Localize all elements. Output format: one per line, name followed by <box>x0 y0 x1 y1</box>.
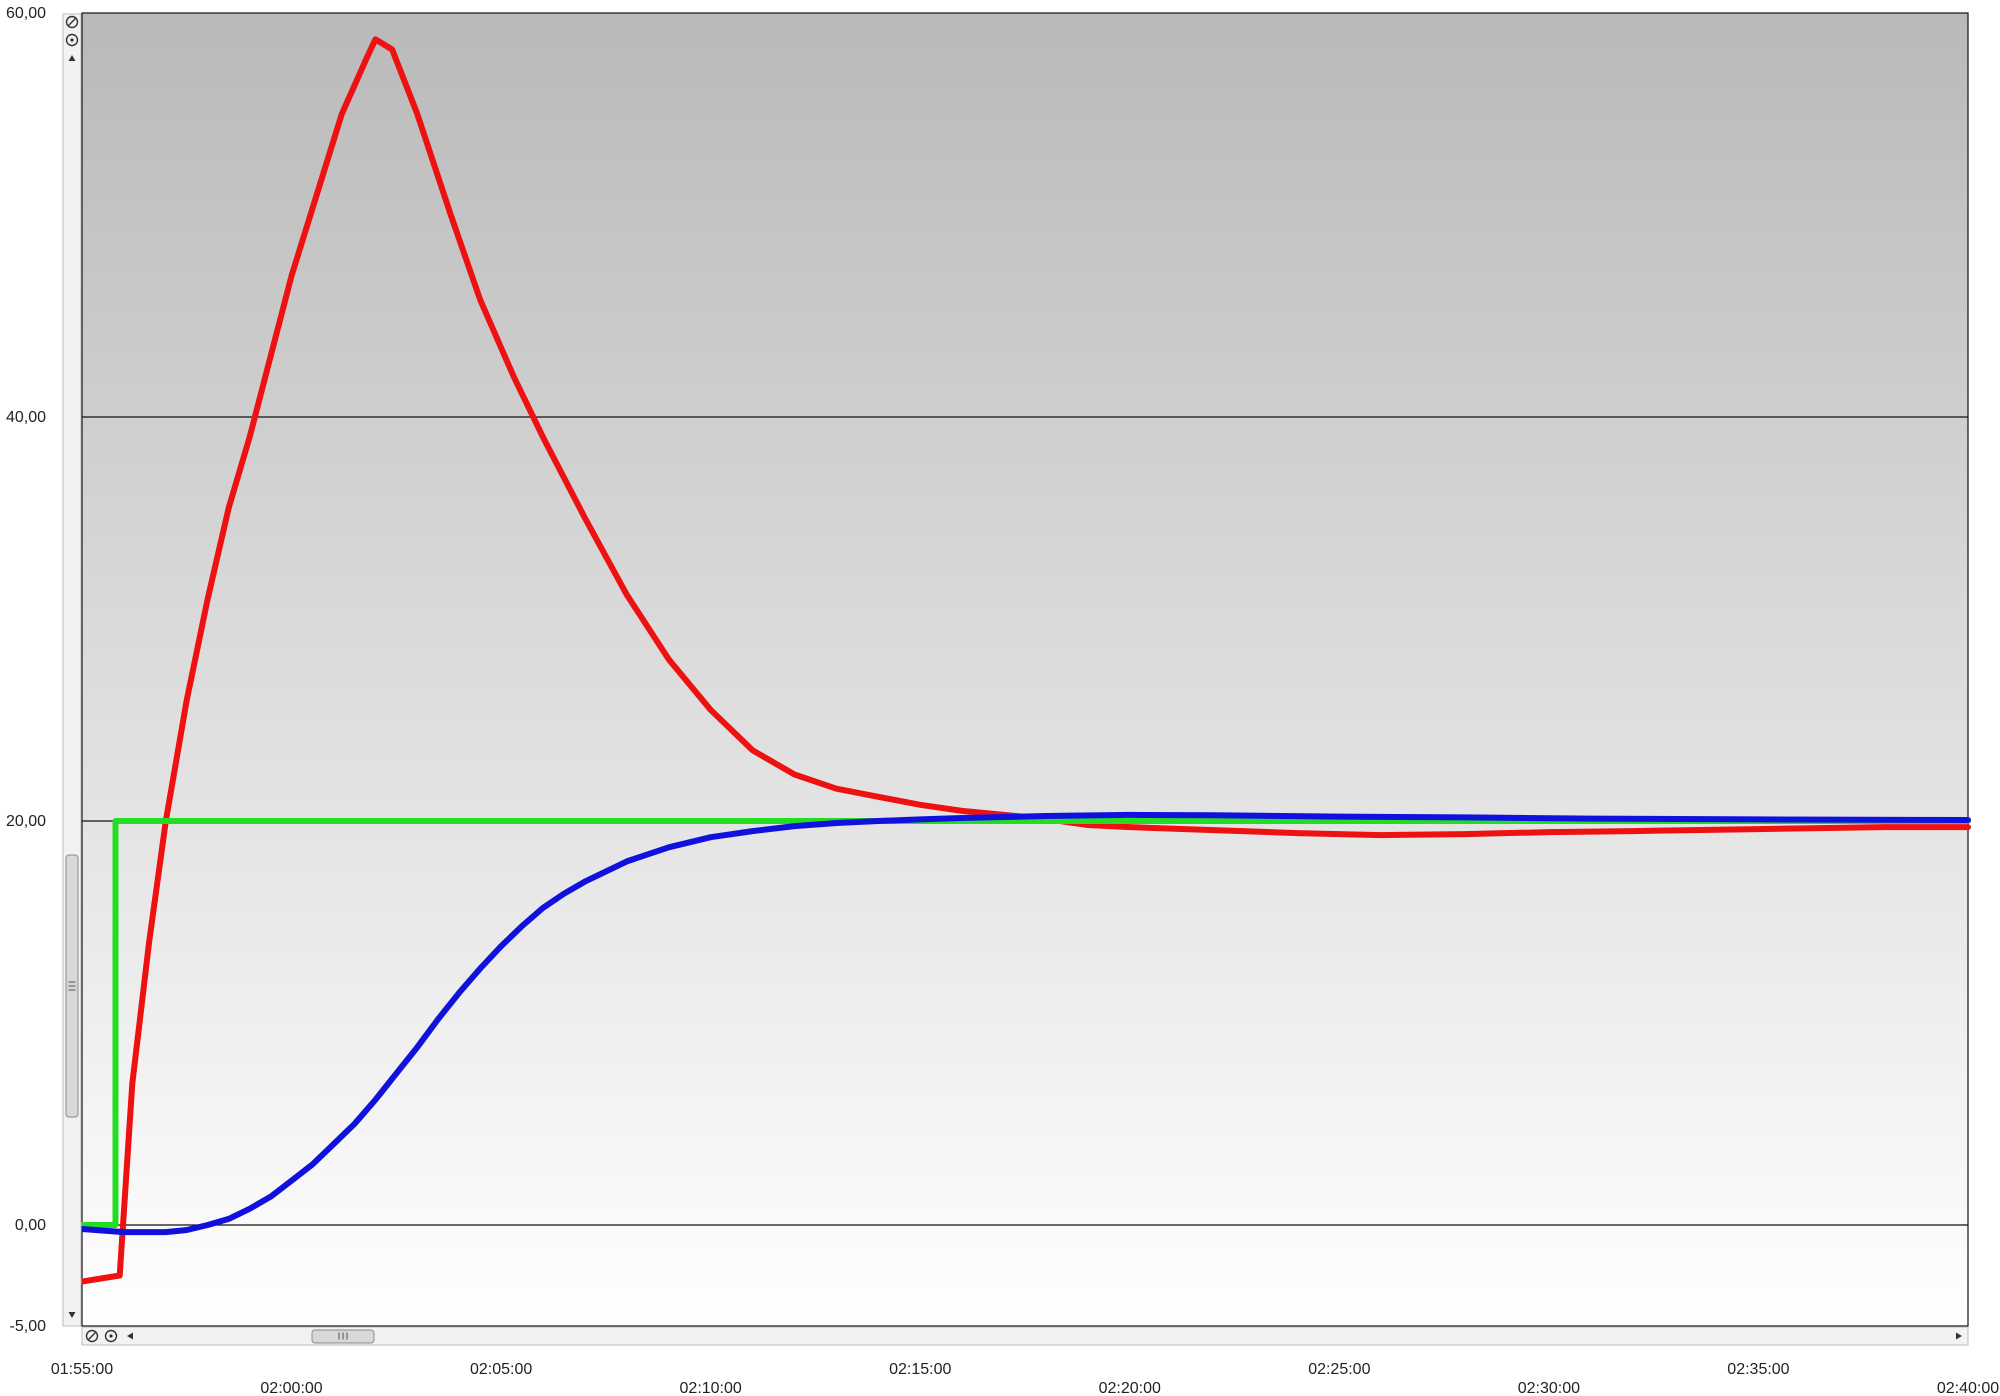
zoom-reset-icon[interactable] <box>65 15 79 29</box>
x-tick-label: 02:20:00 <box>1099 1380 1161 1396</box>
x-tick-label: 02:05:00 <box>470 1361 532 1378</box>
horizontal-scroll-control[interactable] <box>81 1326 1969 1346</box>
x-tick-label: 02:30:00 <box>1518 1380 1580 1396</box>
series-line-1 <box>79 36 1971 1285</box>
zoom-refresh-icon[interactable] <box>65 33 79 47</box>
zoom-refresh-icon[interactable] <box>104 1329 118 1343</box>
scroll-right-arrow-icon[interactable] <box>1956 1332 1962 1340</box>
y-tick-label: 20,00 <box>6 813 46 830</box>
scroll-left-arrow-icon[interactable] <box>127 1332 133 1340</box>
horizontal-scroll-track[interactable] <box>81 1326 1969 1346</box>
x-tick-label: 02:40:00 <box>1937 1380 1999 1396</box>
y-tick-label: -5,00 <box>10 1318 47 1335</box>
y-tick-label: 60,00 <box>6 5 46 22</box>
y-tick-label: 40,00 <box>6 409 46 426</box>
scroll-down-arrow-icon[interactable] <box>68 1312 76 1318</box>
scroll-up-arrow-icon[interactable] <box>68 55 76 61</box>
scroll-thumb-grip-icon <box>338 1332 348 1340</box>
x-tick-label: 02:25:00 <box>1308 1361 1370 1378</box>
x-axis: 01:55:00 02:00:00 02:05:00 02:10:00 02:15:00… <box>51 1361 1999 1396</box>
x-tick-label: 02:10:00 <box>680 1380 742 1396</box>
x-tick-label: 02:35:00 <box>1727 1361 1789 1378</box>
y-tick-label: 0,00 <box>15 1217 46 1234</box>
x-tick-label: 02:15:00 <box>889 1361 951 1378</box>
scroll-thumb-grip-icon <box>68 981 76 991</box>
series-group <box>79 36 1971 1285</box>
series-line-3 <box>79 811 1971 1236</box>
x-tick-label: 02:00:00 <box>260 1380 322 1396</box>
vertical-scroll-track[interactable] <box>62 13 82 1327</box>
plot-area <box>81 12 1969 1327</box>
zoom-reset-icon[interactable] <box>85 1329 99 1343</box>
series-line-2 <box>79 818 1971 1228</box>
x-tick-label: 01:55:00 <box>51 1361 113 1378</box>
y-axis: 60,00 40,00 20,00 0,00 -5,00 <box>6 5 46 1335</box>
vertical-scroll-control[interactable] <box>62 13 82 1327</box>
